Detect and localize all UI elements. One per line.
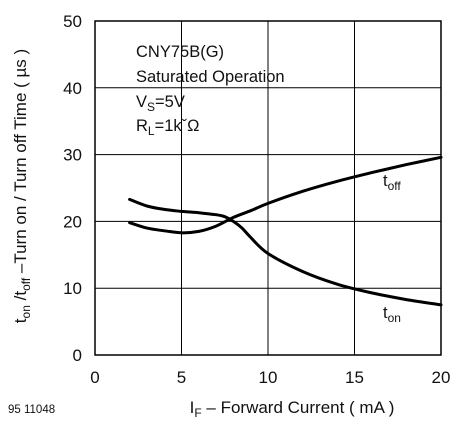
data-curves xyxy=(128,155,443,307)
x-tick-label: 5 xyxy=(177,368,186,387)
plot-frame xyxy=(94,20,442,356)
annotation-rl: RL=1kˇΩ xyxy=(136,117,200,138)
figure-id: 95 11048 xyxy=(8,404,55,416)
x-tick-label: 15 xyxy=(345,368,364,387)
y-axis-label: ton /toff –Turn on / Turn off Time ( µs … xyxy=(11,49,33,323)
y-tick-label: 0 xyxy=(73,346,82,365)
x-tick-label: 0 xyxy=(90,368,99,387)
y-tick-label: 20 xyxy=(63,212,82,231)
x-axis-label: IF – Forward Current ( mA ) xyxy=(190,398,395,420)
series-label-ton: ton xyxy=(383,304,401,325)
series-line-ton xyxy=(128,197,443,307)
y-tick-labels: 0 10 20 30 40 50 xyxy=(63,12,82,365)
series-label-toff: toff xyxy=(383,172,401,193)
annotation-vs: VS=5V xyxy=(136,93,185,114)
x-tick-label: 10 xyxy=(259,368,278,387)
series-line-toff xyxy=(128,155,443,235)
x-tick-label: 20 xyxy=(432,368,451,387)
y-tick-label: 50 xyxy=(63,12,82,31)
y-tick-label: 30 xyxy=(63,146,82,165)
x-tick-labels: 0 5 10 15 20 xyxy=(90,368,450,387)
y-tick-label: 10 xyxy=(63,279,82,298)
annotation-line-2: Saturated Operation xyxy=(136,68,285,86)
y-tick-label: 40 xyxy=(63,79,82,98)
grid-lines xyxy=(95,21,441,355)
annotation-line-1: CNY75B(G) xyxy=(136,43,224,61)
